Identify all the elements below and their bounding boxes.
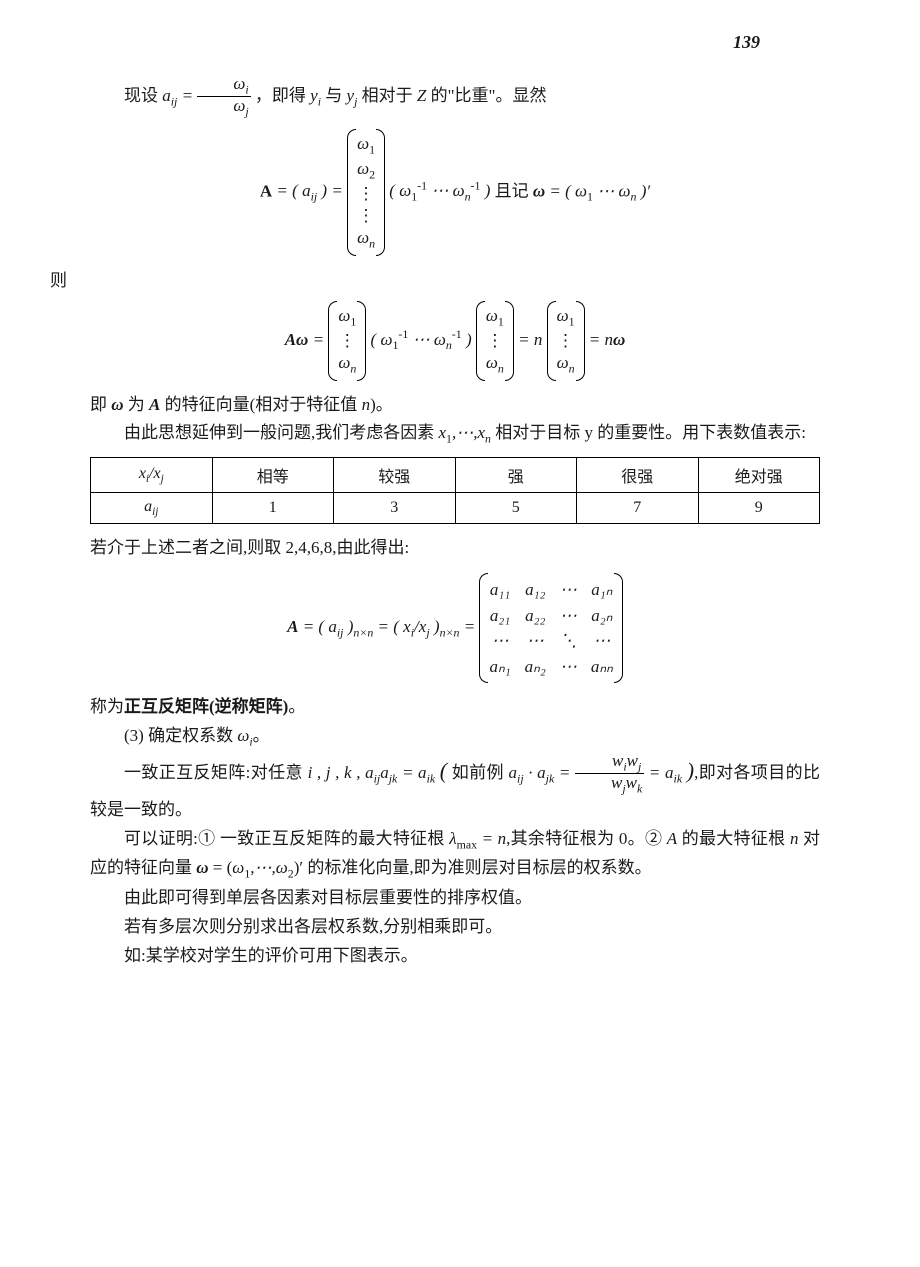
scale-table: xi/xj 相等 较强 强 很强 绝对强 aij 1 3 5 7 9 — [90, 457, 820, 524]
paragraph-11: 如:某学校对学生的评价可用下图表示。 — [90, 942, 820, 971]
formula-A-definition: A = ( aij ) = ω1 ω2 ⋮ ⋮ ωn ( ω1-1 ⋯ ωn-1… — [90, 129, 820, 256]
table-header-0: xi/xj — [91, 458, 213, 493]
formula-A-omega: Aω = ω1 ⋮ ωn ( ω1-1 ⋯ ωn-1 ) ω1 ⋮ ωn = n — [90, 301, 820, 381]
table-rowlabel: aij — [91, 493, 213, 524]
paragraph-7: 一致正互反矩阵:对任意 i , j , k , aijajk = aik ( 如… — [90, 752, 820, 825]
page-number: 139 — [733, 32, 760, 53]
table-cell: 3 — [334, 493, 456, 524]
table-cell: 7 — [577, 493, 699, 524]
paragraph-5: 称为正互反矩阵(逆称矩阵)。 — [90, 693, 820, 722]
document-page: 139 现设 aij = ωi ωj ，即得 yi 与 yj 相对于 Z 的"比… — [0, 0, 920, 1267]
paragraph-1: 现设 aij = ωi ωj ，即得 yi 与 yj 相对于 Z 的"比重"。显… — [90, 75, 820, 119]
paragraph-10: 若有多层次则分别求出各层权系数,分别相乘即可。 — [90, 913, 820, 942]
paragraph-2: 即 ω 为 A 的特征向量(相对于特征值 n)。 — [90, 391, 820, 420]
paragraph-9: 由此即可得到单层各因素对目标层重要性的排序权值。 — [90, 884, 820, 913]
paragraph-4: 若介于上述二者之间,则取 2,4,6,8,由此得出: — [90, 534, 820, 563]
table-header-1: 相等 — [212, 458, 334, 493]
formula-matrix-A: A = ( aij )n×n = ( xi/xj )n×n = a₁₁a₁₂⋯a… — [90, 573, 820, 683]
table-cell: 5 — [455, 493, 577, 524]
paragraph-ze: 则 — [50, 266, 820, 291]
table-header-2: 较强 — [334, 458, 456, 493]
table-row: xi/xj 相等 较强 强 很强 绝对强 — [91, 458, 820, 493]
table-header-4: 很强 — [577, 458, 699, 493]
table-header-3: 强 — [455, 458, 577, 493]
table-cell: 1 — [212, 493, 334, 524]
paragraph-6: (3) 确定权系数 ωi。 — [90, 722, 820, 752]
table-header-5: 绝对强 — [698, 458, 820, 493]
paragraph-8: 可以证明:① 一致正互反矩阵的最大特征根 λmax = n,其余特征根为 0。②… — [90, 825, 820, 884]
paragraph-3: 由此思想延伸到一般问题,我们考虑各因素 x1,⋯,xn 相对于目标 y 的重要性… — [90, 419, 820, 449]
table-cell: 9 — [698, 493, 820, 524]
table-row: aij 1 3 5 7 9 — [91, 493, 820, 524]
